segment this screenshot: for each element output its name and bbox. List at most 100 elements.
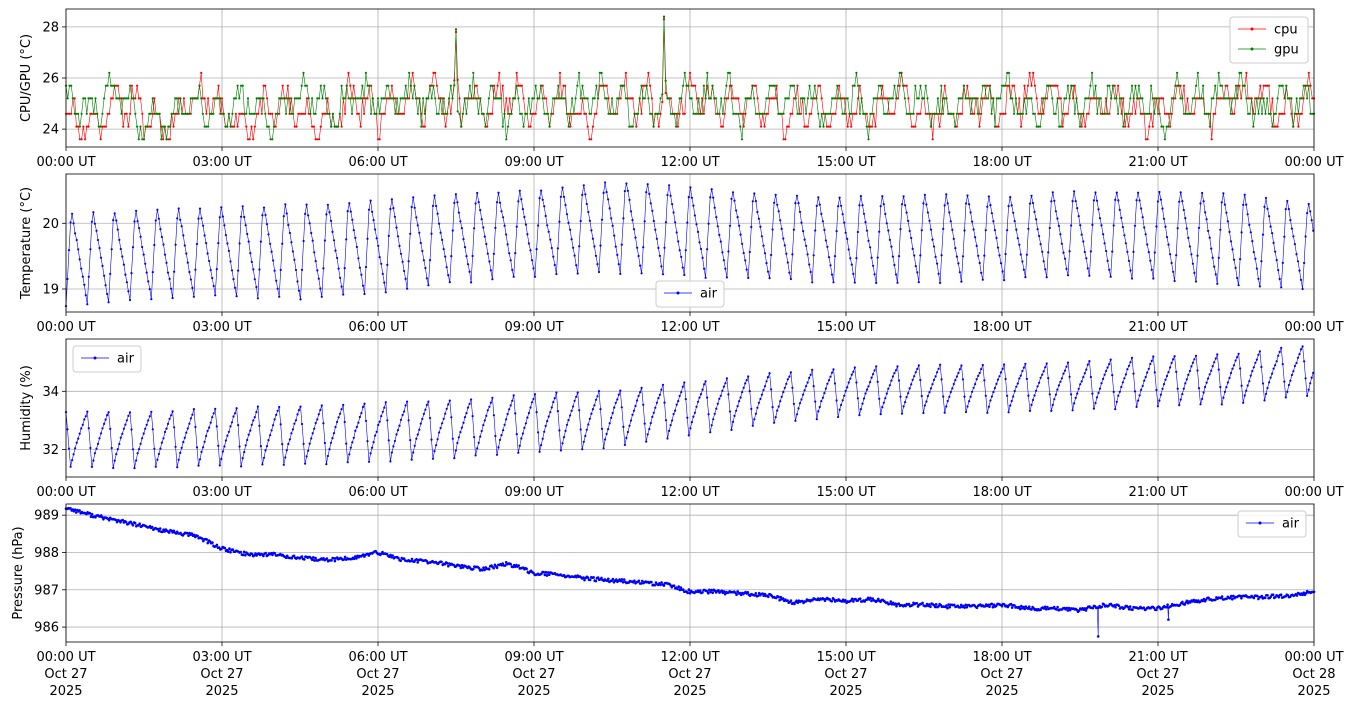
gpu-point xyxy=(1127,112,1130,115)
cpu-point xyxy=(881,84,884,87)
air-point xyxy=(620,578,624,581)
gpu-point xyxy=(347,97,350,100)
cpu-point xyxy=(1299,112,1302,115)
gpu-point xyxy=(682,84,685,87)
air-point xyxy=(138,522,141,525)
legend: air xyxy=(72,345,142,373)
air-point xyxy=(398,244,401,247)
air-point xyxy=(632,409,636,412)
air-point xyxy=(1102,233,1105,236)
air-point xyxy=(610,217,613,220)
air-point xyxy=(897,602,901,605)
air-point xyxy=(1257,353,1260,356)
air-point xyxy=(1239,594,1242,598)
air-point xyxy=(473,436,476,439)
cpu-point xyxy=(396,112,399,115)
air-point xyxy=(753,594,756,597)
gpu-point xyxy=(1125,112,1128,115)
air-point xyxy=(165,427,168,430)
gpu-point xyxy=(943,97,946,100)
air-point xyxy=(393,439,396,443)
air-point xyxy=(523,426,526,429)
air-point xyxy=(471,415,474,418)
gpu-point xyxy=(210,112,213,115)
cpu-point xyxy=(370,84,373,87)
gpu-point xyxy=(500,97,503,100)
gpu-point xyxy=(1290,97,1293,100)
cpu-point xyxy=(844,112,848,115)
air-point xyxy=(727,393,730,396)
air-point xyxy=(294,419,298,422)
gpu-point xyxy=(832,97,836,100)
gpu-point xyxy=(1169,112,1172,115)
air-point xyxy=(722,259,726,262)
cpu-point xyxy=(465,97,468,100)
air-point xyxy=(576,272,579,275)
gpu-point xyxy=(1210,97,1213,100)
air-point xyxy=(543,573,547,577)
gpu-point xyxy=(1266,97,1269,100)
air-point xyxy=(680,255,683,258)
cpu-point xyxy=(94,112,97,115)
cpu-point xyxy=(678,112,681,115)
air-point xyxy=(1179,398,1182,401)
gpu-point xyxy=(730,97,733,100)
gpu-point xyxy=(1163,138,1166,141)
cpu-point xyxy=(772,97,775,100)
air-point xyxy=(894,602,897,605)
air-point xyxy=(628,424,631,427)
air-point xyxy=(588,578,592,582)
gpu-point xyxy=(130,97,133,100)
air-point xyxy=(911,603,914,607)
gpu-point xyxy=(1037,125,1040,128)
air-point xyxy=(1035,389,1038,392)
gpu-point xyxy=(453,84,456,87)
air-point xyxy=(451,437,454,440)
cpu-point xyxy=(576,112,579,115)
cpu-point xyxy=(316,138,319,141)
cpu-point xyxy=(720,125,723,128)
cpu-point xyxy=(120,97,123,100)
cpu-point xyxy=(233,125,236,128)
air-point xyxy=(1302,591,1306,594)
air-point xyxy=(555,391,558,394)
air-point xyxy=(168,277,171,280)
cpu-point xyxy=(207,97,210,100)
air-point xyxy=(936,371,939,374)
air-point xyxy=(1252,251,1255,254)
air-point xyxy=(1257,277,1260,280)
air-point xyxy=(706,592,710,595)
cpu-point xyxy=(695,97,699,100)
air-point xyxy=(809,373,812,376)
air-point xyxy=(619,272,622,275)
air-point xyxy=(800,398,803,401)
gpu-point xyxy=(262,97,265,100)
gpu-point xyxy=(701,112,704,115)
air-point xyxy=(792,228,796,231)
air-point xyxy=(724,382,727,385)
air-point xyxy=(122,263,125,266)
air-point xyxy=(1310,219,1313,222)
air-point xyxy=(669,584,672,587)
air-point xyxy=(194,425,197,429)
air-point xyxy=(1001,367,1004,370)
gpu-point xyxy=(1103,112,1106,115)
air-point xyxy=(723,592,727,596)
air-point xyxy=(852,370,855,373)
cpu-point xyxy=(768,97,771,100)
air-point xyxy=(904,401,907,404)
gpu-point xyxy=(272,125,276,128)
gpu-point xyxy=(480,112,484,115)
cpu-point xyxy=(1191,112,1194,115)
gpu-point xyxy=(501,125,504,128)
gpu-point xyxy=(111,84,114,87)
cpu-point xyxy=(1259,84,1262,87)
air-point xyxy=(550,406,553,409)
air-point xyxy=(157,452,160,456)
gpu-point xyxy=(855,71,858,74)
gpu-point xyxy=(1089,84,1092,87)
air-point xyxy=(1175,370,1178,373)
air-point xyxy=(715,407,718,410)
cpu-point xyxy=(969,97,972,100)
gpu-point xyxy=(376,97,380,100)
